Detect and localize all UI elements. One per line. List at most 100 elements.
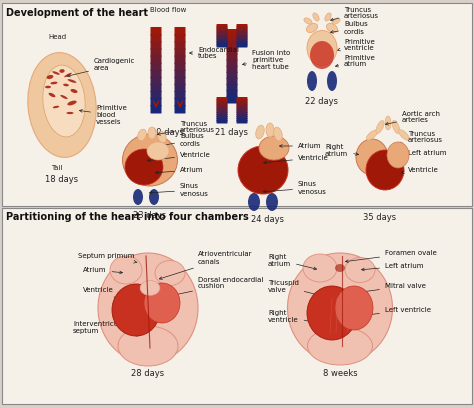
FancyBboxPatch shape [227, 78, 237, 85]
Ellipse shape [68, 79, 76, 83]
Ellipse shape [325, 13, 331, 21]
FancyBboxPatch shape [237, 29, 247, 33]
Text: Dorsal endocardial
cushion: Dorsal endocardial cushion [164, 277, 264, 298]
Ellipse shape [110, 256, 142, 284]
FancyBboxPatch shape [217, 37, 228, 40]
FancyBboxPatch shape [217, 107, 228, 111]
FancyBboxPatch shape [237, 35, 247, 38]
FancyBboxPatch shape [174, 62, 185, 71]
Ellipse shape [304, 18, 312, 24]
Text: 35 days: 35 days [364, 213, 397, 222]
Ellipse shape [399, 130, 410, 140]
Ellipse shape [148, 127, 156, 139]
FancyBboxPatch shape [217, 111, 228, 115]
Text: Right
ventricle: Right ventricle [268, 310, 315, 323]
FancyBboxPatch shape [237, 97, 247, 101]
FancyBboxPatch shape [2, 208, 472, 404]
FancyBboxPatch shape [174, 48, 185, 57]
Ellipse shape [53, 106, 59, 108]
Ellipse shape [313, 13, 319, 21]
Text: Septum primum: Septum primum [78, 253, 137, 263]
Text: 8 weeks: 8 weeks [323, 368, 357, 377]
Ellipse shape [307, 286, 357, 340]
Text: Primitive
atrium: Primitive atrium [336, 55, 375, 67]
FancyBboxPatch shape [237, 44, 247, 47]
Ellipse shape [266, 193, 278, 211]
FancyBboxPatch shape [151, 84, 162, 92]
Text: 28 days: 28 days [131, 368, 164, 377]
FancyBboxPatch shape [227, 60, 237, 67]
FancyBboxPatch shape [217, 116, 228, 119]
FancyBboxPatch shape [227, 47, 237, 55]
FancyBboxPatch shape [151, 105, 162, 113]
Ellipse shape [259, 136, 289, 160]
FancyBboxPatch shape [217, 33, 228, 36]
FancyBboxPatch shape [237, 116, 247, 119]
Ellipse shape [273, 127, 283, 141]
FancyBboxPatch shape [237, 42, 247, 46]
Ellipse shape [335, 264, 345, 272]
Text: Interventricular
septum: Interventricular septum [73, 322, 139, 336]
Ellipse shape [345, 257, 375, 282]
Text: Bulbus
cordis: Bulbus cordis [157, 133, 204, 147]
FancyBboxPatch shape [151, 98, 162, 106]
FancyBboxPatch shape [237, 37, 247, 40]
FancyBboxPatch shape [151, 41, 162, 50]
Ellipse shape [28, 53, 96, 157]
FancyBboxPatch shape [237, 40, 247, 44]
FancyBboxPatch shape [227, 41, 237, 49]
Ellipse shape [303, 254, 337, 282]
Ellipse shape [50, 82, 57, 84]
Ellipse shape [67, 101, 77, 105]
FancyBboxPatch shape [174, 77, 185, 85]
FancyBboxPatch shape [237, 28, 247, 31]
FancyBboxPatch shape [174, 98, 185, 106]
FancyBboxPatch shape [174, 69, 185, 78]
Ellipse shape [387, 142, 409, 168]
Ellipse shape [356, 139, 388, 175]
FancyBboxPatch shape [217, 109, 228, 113]
Ellipse shape [308, 327, 373, 365]
Ellipse shape [366, 130, 378, 140]
FancyBboxPatch shape [217, 42, 228, 46]
Text: Left ventricle: Left ventricle [362, 307, 431, 317]
Ellipse shape [138, 129, 146, 141]
FancyBboxPatch shape [217, 97, 228, 101]
Ellipse shape [133, 189, 143, 205]
FancyBboxPatch shape [227, 71, 237, 79]
Ellipse shape [385, 116, 391, 130]
FancyBboxPatch shape [174, 55, 185, 64]
Ellipse shape [248, 193, 260, 211]
FancyBboxPatch shape [217, 105, 228, 109]
Text: Partitioning of the heart into four chambers: Partitioning of the heart into four cham… [6, 212, 249, 222]
Ellipse shape [327, 23, 337, 33]
Text: Foramen ovale: Foramen ovale [346, 250, 437, 263]
Ellipse shape [122, 134, 177, 186]
FancyBboxPatch shape [151, 55, 162, 64]
FancyBboxPatch shape [151, 27, 162, 35]
FancyBboxPatch shape [237, 107, 247, 111]
FancyBboxPatch shape [227, 35, 237, 43]
Text: 21 days: 21 days [216, 128, 248, 137]
FancyBboxPatch shape [227, 90, 237, 98]
Text: Primitive
ventricle: Primitive ventricle [337, 38, 375, 51]
FancyBboxPatch shape [217, 29, 228, 33]
Text: Ventricle: Ventricle [83, 287, 125, 302]
Text: Atrium: Atrium [280, 143, 321, 149]
FancyBboxPatch shape [151, 48, 162, 57]
Ellipse shape [63, 84, 69, 86]
Ellipse shape [266, 123, 274, 137]
Text: Atrium: Atrium [83, 267, 122, 274]
FancyBboxPatch shape [237, 24, 247, 27]
FancyBboxPatch shape [151, 34, 162, 43]
Ellipse shape [310, 41, 334, 69]
Ellipse shape [144, 283, 180, 323]
FancyBboxPatch shape [237, 101, 247, 105]
FancyBboxPatch shape [217, 24, 228, 27]
FancyBboxPatch shape [227, 96, 237, 104]
Ellipse shape [60, 95, 68, 99]
FancyBboxPatch shape [237, 105, 247, 109]
Ellipse shape [140, 281, 160, 295]
Text: Bulbus
cordis: Bulbus cordis [330, 22, 368, 35]
Ellipse shape [307, 31, 337, 66]
